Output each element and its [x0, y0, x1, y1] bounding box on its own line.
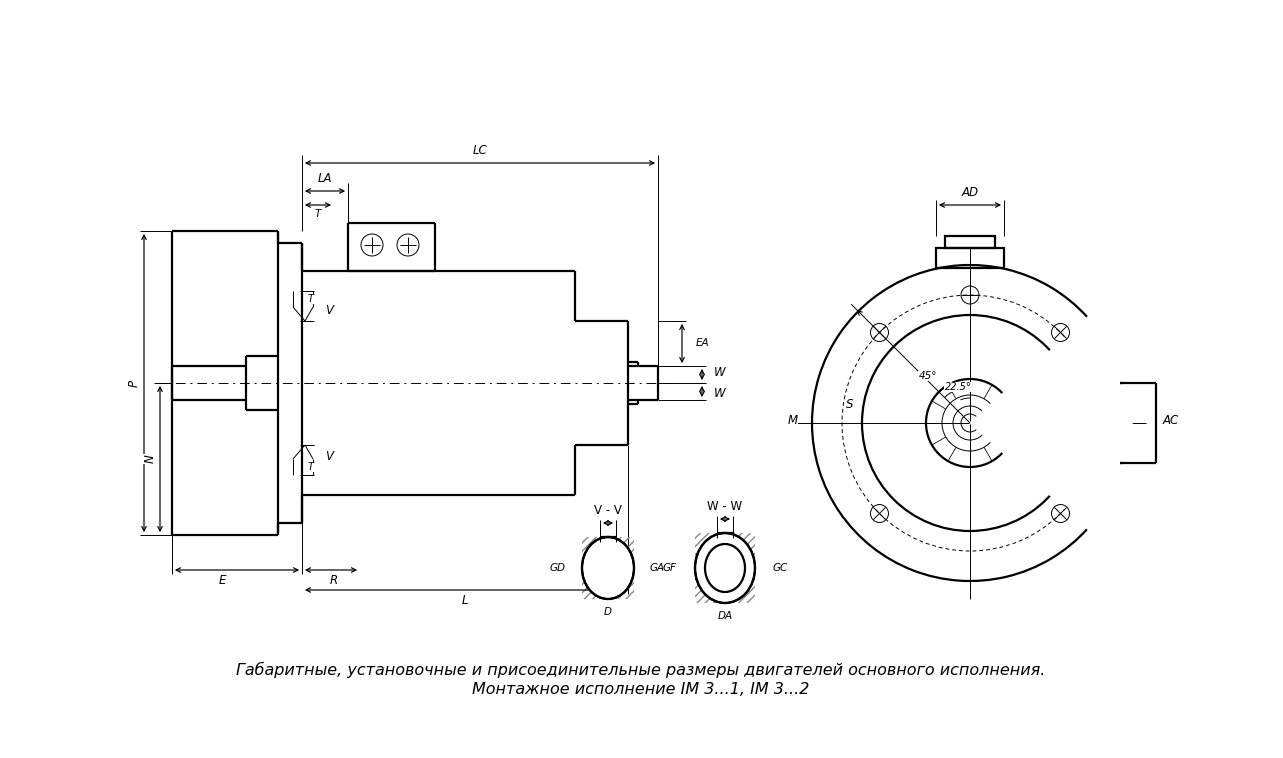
- Text: LA: LA: [318, 173, 332, 186]
- Bar: [582, 537, 634, 599]
- Text: GA: GA: [650, 563, 665, 573]
- Text: LC: LC: [472, 143, 488, 156]
- Text: Монтажное исполнение IM 3...1, IM 3...2: Монтажное исполнение IM 3...1, IM 3...2: [472, 682, 810, 697]
- Bar: [937, 248, 1005, 268]
- Text: D: D: [604, 607, 612, 617]
- Ellipse shape: [695, 533, 754, 603]
- Text: W - W: W - W: [707, 500, 743, 512]
- Text: V: V: [325, 303, 334, 317]
- Text: GC: GC: [772, 563, 788, 573]
- Text: Габаритные, установочные и присоединительные размеры двигателей основного исполн: Габаритные, установочные и присоединител…: [236, 662, 1046, 678]
- Ellipse shape: [704, 544, 745, 592]
- Text: T: T: [308, 462, 314, 472]
- Text: AD: AD: [961, 186, 979, 199]
- Text: R: R: [330, 575, 337, 587]
- Text: T: T: [314, 209, 321, 219]
- Text: FA: FA: [718, 504, 731, 514]
- Text: P: P: [127, 380, 141, 387]
- Text: V: V: [325, 449, 334, 462]
- Text: AC: AC: [1162, 415, 1179, 428]
- Text: V - V: V - V: [594, 503, 622, 516]
- Text: E: E: [218, 575, 226, 587]
- Text: GD: GD: [550, 563, 566, 573]
- Text: GF: GF: [663, 563, 677, 573]
- Text: EA: EA: [695, 339, 709, 349]
- Bar: [695, 533, 754, 603]
- Ellipse shape: [582, 537, 634, 599]
- Text: N: N: [144, 455, 157, 463]
- Text: S: S: [847, 399, 853, 412]
- Text: T: T: [308, 294, 314, 304]
- Text: L: L: [462, 594, 468, 607]
- Wedge shape: [970, 315, 1132, 531]
- Bar: [946, 236, 996, 248]
- Text: 22.5°: 22.5°: [944, 382, 971, 392]
- Text: F: F: [606, 508, 611, 518]
- Text: W: W: [715, 387, 726, 400]
- Text: DA: DA: [717, 611, 733, 621]
- Text: W: W: [715, 366, 726, 379]
- Text: M: M: [788, 415, 798, 428]
- Text: 45°: 45°: [919, 371, 938, 381]
